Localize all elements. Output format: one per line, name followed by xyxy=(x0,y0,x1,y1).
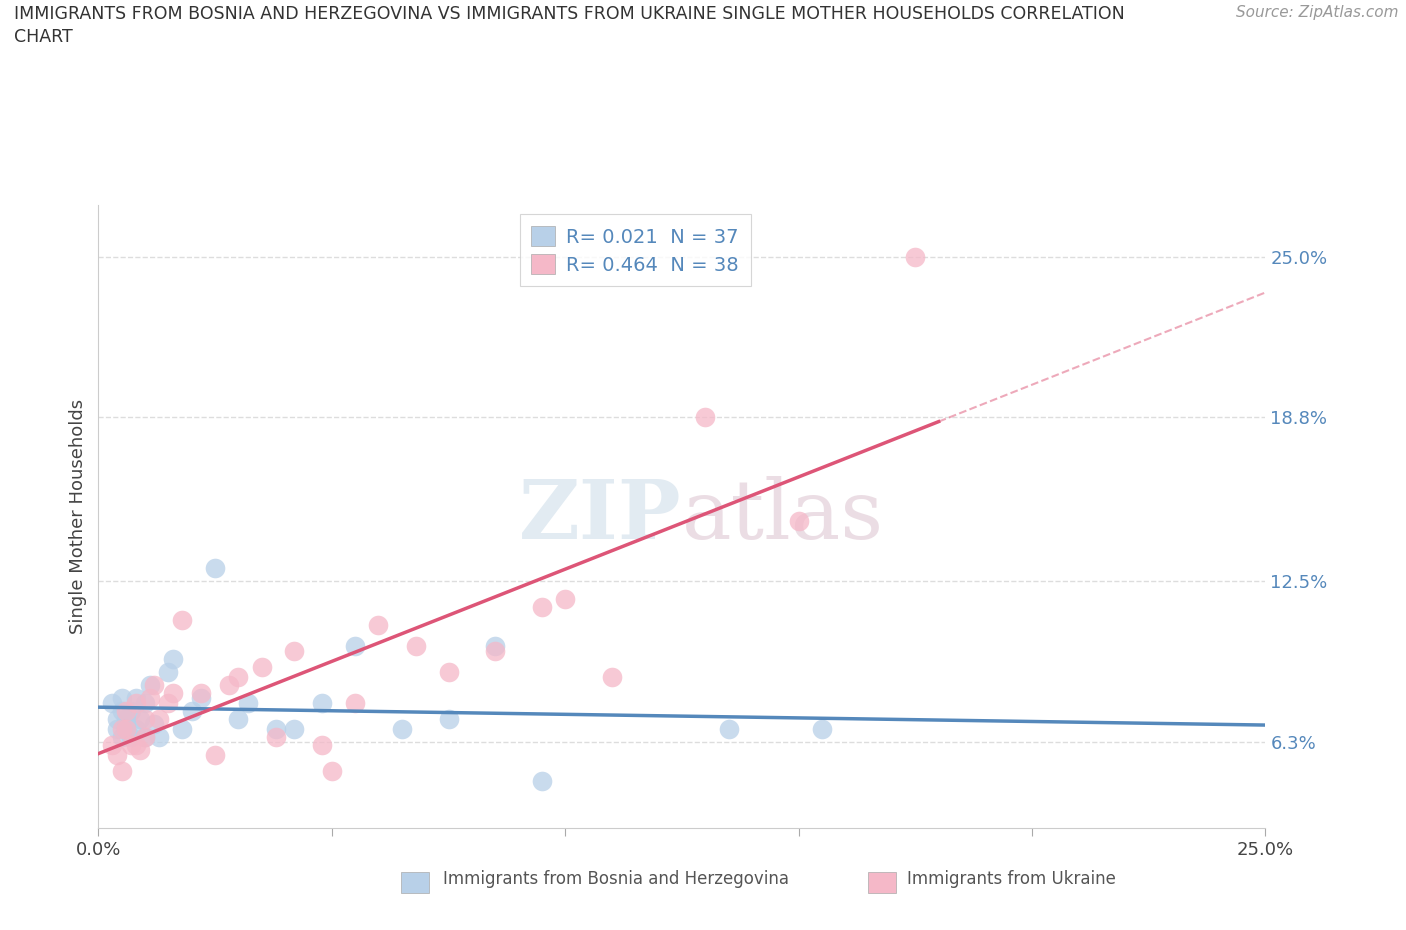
Point xyxy=(125,737,148,752)
Point xyxy=(125,696,148,711)
Point xyxy=(717,722,740,737)
Point xyxy=(115,716,138,731)
Point xyxy=(172,613,194,628)
Text: IMMIGRANTS FROM BOSNIA AND HERZEGOVINA VS IMMIGRANTS FROM UKRAINE SINGLE MOTHER : IMMIGRANTS FROM BOSNIA AND HERZEGOVINA V… xyxy=(14,5,1125,46)
Point xyxy=(218,677,240,692)
Point xyxy=(311,737,333,752)
Point xyxy=(437,665,460,680)
Text: Source: ZipAtlas.com: Source: ZipAtlas.com xyxy=(1236,5,1399,20)
Point xyxy=(120,737,142,752)
Point xyxy=(134,729,156,744)
Point xyxy=(162,685,184,700)
Point xyxy=(180,703,202,718)
Point xyxy=(139,677,162,692)
Point xyxy=(367,618,389,632)
Point xyxy=(484,644,506,658)
Point xyxy=(283,722,305,737)
Point xyxy=(111,729,134,744)
Point xyxy=(157,665,180,680)
Point xyxy=(143,677,166,692)
Point xyxy=(120,703,142,718)
Point xyxy=(148,729,170,744)
Point xyxy=(111,703,134,718)
Text: ZIP: ZIP xyxy=(519,476,682,556)
Point xyxy=(250,659,273,674)
Point xyxy=(236,696,259,711)
Point xyxy=(344,639,367,654)
Point xyxy=(554,591,576,606)
Point xyxy=(190,685,212,700)
Point xyxy=(172,722,194,737)
Legend: R= 0.021  N = 37, R= 0.464  N = 38: R= 0.021 N = 37, R= 0.464 N = 38 xyxy=(520,214,751,286)
Point xyxy=(120,729,142,744)
Text: Immigrants from Ukraine: Immigrants from Ukraine xyxy=(886,870,1115,888)
Point xyxy=(101,696,124,711)
Point xyxy=(264,729,287,744)
Point xyxy=(143,716,166,731)
Point xyxy=(904,249,927,264)
Point xyxy=(115,722,138,737)
Point xyxy=(115,722,138,737)
Point xyxy=(129,711,152,726)
Point xyxy=(111,690,134,705)
Point xyxy=(228,711,250,726)
Point xyxy=(134,696,156,711)
Point xyxy=(264,722,287,737)
Point xyxy=(157,696,180,711)
Y-axis label: Single Mother Households: Single Mother Households xyxy=(69,399,87,633)
Point xyxy=(111,722,134,737)
Point xyxy=(129,742,152,757)
Point xyxy=(228,670,250,684)
Point xyxy=(787,514,810,529)
Point xyxy=(405,639,427,654)
Point xyxy=(190,690,212,705)
Point xyxy=(105,722,128,737)
Point xyxy=(204,561,226,576)
Point xyxy=(600,670,623,684)
Point xyxy=(391,722,413,737)
Point xyxy=(134,711,156,726)
Point xyxy=(204,748,226,763)
Point xyxy=(311,696,333,711)
Point xyxy=(134,729,156,744)
Point xyxy=(111,764,134,778)
Point xyxy=(101,737,124,752)
Text: atlas: atlas xyxy=(682,476,884,556)
Point xyxy=(344,696,367,711)
Point xyxy=(115,703,138,718)
Point xyxy=(162,652,184,667)
Point xyxy=(125,722,148,737)
Point xyxy=(695,410,717,425)
Point xyxy=(484,639,506,654)
Text: Immigrants from Bosnia and Herzegovina: Immigrants from Bosnia and Herzegovina xyxy=(422,870,789,888)
Point xyxy=(811,722,834,737)
Point xyxy=(115,711,138,726)
Point xyxy=(530,600,553,615)
Point xyxy=(139,690,162,705)
Point xyxy=(321,764,343,778)
Point xyxy=(105,748,128,763)
Point xyxy=(105,711,128,726)
Point xyxy=(437,711,460,726)
Point xyxy=(530,774,553,789)
Point xyxy=(148,711,170,726)
Point xyxy=(283,644,305,658)
Point xyxy=(125,690,148,705)
